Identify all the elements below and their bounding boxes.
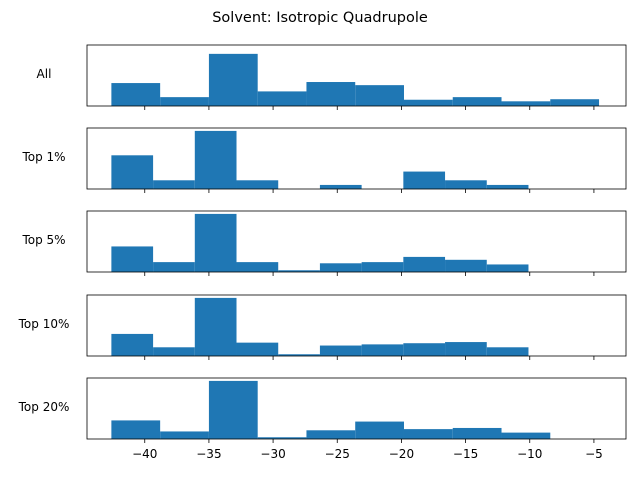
x-tick-label: −20 (389, 447, 414, 461)
histogram-bar (445, 259, 487, 272)
histogram-bar (445, 180, 487, 189)
panel-top-5pct: Top 5% (21, 210, 627, 276)
histogram-bar (194, 213, 237, 272)
histogram-bar (355, 85, 404, 106)
histogram-bar (257, 91, 307, 106)
histogram-bar (194, 130, 237, 189)
histogram-bar (306, 430, 356, 439)
panel-frame (86, 294, 627, 357)
histogram-bar (403, 171, 446, 189)
histogram-bar (403, 256, 446, 272)
histogram-bar (452, 427, 502, 439)
panel-frame (86, 210, 627, 273)
panel-top-20pct: Top 20% (18, 377, 627, 443)
histogram-bar (501, 432, 551, 439)
panel-all: All (37, 44, 627, 110)
panel-frame (86, 377, 627, 440)
histogram-bar (361, 344, 404, 356)
panel-top-1pct: Top 1% (21, 127, 627, 193)
panel-label: Top 20% (18, 400, 70, 414)
histogram-bar (111, 246, 154, 272)
histogram-bar (550, 99, 600, 106)
panel-top-10pct: Top 10% (18, 294, 627, 360)
histogram-bar (452, 97, 502, 106)
histogram-bar (153, 262, 195, 272)
histogram-bar (236, 342, 279, 356)
histogram-bar (160, 431, 209, 439)
histogram-bar (486, 347, 529, 356)
histogram-bar (486, 184, 529, 189)
panel-label: All (37, 67, 52, 81)
x-tick-label: −10 (517, 447, 542, 461)
histogram-bar (208, 380, 258, 439)
x-tick-label: −35 (196, 447, 221, 461)
histogram-bar (306, 82, 356, 106)
histogram-bar (111, 333, 154, 356)
histogram-bar (153, 347, 195, 356)
histogram-bar (319, 345, 362, 356)
histogram-bar (111, 420, 161, 439)
x-tick-label: −30 (260, 447, 285, 461)
panel-label: Top 10% (18, 317, 70, 331)
histogram-bar (194, 297, 237, 356)
histogram-bar (208, 53, 258, 106)
chart-title: Solvent: Isotropic Quadrupole (212, 10, 428, 26)
histogram-bar (257, 437, 307, 439)
histogram-bar (319, 263, 362, 272)
panel-frame (86, 44, 627, 107)
panel-label: Top 5% (21, 233, 65, 247)
histogram-bar (236, 180, 279, 189)
histogram-bar (160, 97, 209, 106)
histogram-bar (445, 342, 487, 356)
histogram-bar (361, 262, 404, 272)
panel-frame (86, 127, 627, 190)
histogram-bar (111, 155, 154, 189)
histogram-bar (236, 262, 279, 272)
histogram-bar (501, 101, 551, 106)
histogram-bar (403, 343, 446, 356)
histogram-bar (111, 83, 161, 106)
x-axis: −40 −35 −30 −25 −20 −15 −10 −5 (132, 447, 603, 461)
histogram-bar (319, 184, 362, 189)
x-tick-label: −15 (453, 447, 478, 461)
histogram-bar (486, 264, 529, 272)
x-tick-label: −40 (132, 447, 157, 461)
histogram-bar (403, 99, 453, 106)
x-tick-label: −25 (325, 447, 350, 461)
panels: All Top 1% Top 5% Top 10% Top 20% (18, 44, 627, 443)
histogram-bar (278, 270, 320, 272)
histogram-bar (355, 421, 404, 439)
panel-label: Top 1% (21, 150, 65, 164)
histogram-bar (153, 180, 195, 189)
histogram-bar (403, 429, 453, 439)
histogram-bar (278, 354, 320, 356)
x-tick-label: −5 (585, 447, 603, 461)
